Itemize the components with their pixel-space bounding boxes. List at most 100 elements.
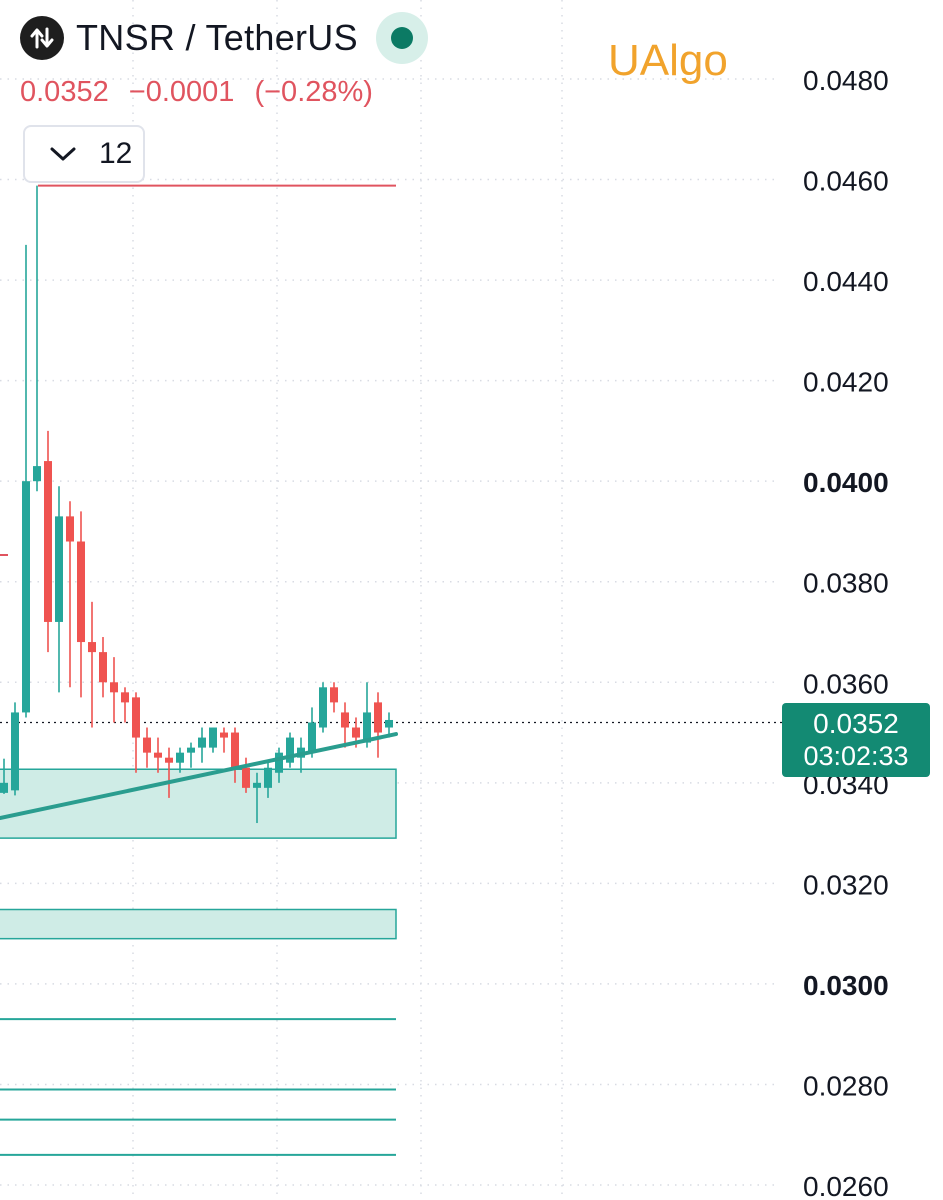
candle-up <box>187 742 195 768</box>
candle-body <box>110 682 118 693</box>
candlestick-series <box>0 185 398 824</box>
candle-body <box>88 642 96 653</box>
candle-body <box>253 782 261 788</box>
candle-up <box>0 758 8 794</box>
candle-down <box>110 657 118 723</box>
market-open-dot-icon[interactable] <box>375 12 428 64</box>
candle-body <box>209 727 217 748</box>
candle-down <box>44 430 52 653</box>
candle-down <box>77 511 85 698</box>
candle-up <box>363 682 371 748</box>
y-tick-label: 0.0480 <box>803 65 889 96</box>
candle-body <box>352 727 360 738</box>
interval-button[interactable]: 12 <box>23 125 145 183</box>
candle-up <box>11 702 19 796</box>
candle-body <box>275 752 283 773</box>
candle-down <box>66 501 74 688</box>
candle-down <box>330 682 338 713</box>
candle-down <box>231 727 239 783</box>
candle-body <box>374 702 382 733</box>
candle-down <box>165 747 173 798</box>
candle-body <box>55 516 63 622</box>
candle-up <box>209 727 217 753</box>
current-price-label: 0.0352 <box>813 708 899 739</box>
y-tick-label: 0.0320 <box>803 869 889 900</box>
candle-body <box>187 747 195 753</box>
chart-overlays <box>0 184 782 1156</box>
candle-body <box>264 767 272 788</box>
candle-down <box>242 757 250 793</box>
candle-body <box>44 461 52 622</box>
candle-countdown: 03:02:33 <box>803 741 909 771</box>
demand-zone <box>0 908 397 940</box>
candle-body <box>319 687 327 728</box>
chevron-down-icon <box>50 147 76 161</box>
candle-down <box>143 727 151 768</box>
y-tick-label: 0.0300 <box>803 970 889 1001</box>
candle-body <box>286 737 294 763</box>
candle-body <box>242 767 250 788</box>
y-tick-label: 0.0460 <box>803 166 889 197</box>
split-arrows-icon[interactable] <box>20 16 64 60</box>
interval-value: 12 <box>99 137 133 170</box>
y-tick-label: 0.0380 <box>803 568 889 599</box>
candle-body <box>220 732 228 738</box>
candle-body <box>198 737 206 748</box>
candle-body <box>308 722 316 753</box>
candle-down <box>154 737 162 773</box>
candle-up <box>22 244 30 718</box>
candle-down <box>121 687 129 723</box>
candle-down <box>341 702 349 748</box>
candle-down <box>220 727 228 753</box>
candle-body <box>154 752 162 758</box>
candle-up <box>55 486 63 693</box>
price-axis[interactable]: 0.0480 0.0460 0.0440 0.0420 0.0400 0.0380 0.03… <box>803 65 889 1200</box>
candle-body <box>363 712 371 743</box>
price-change-percent: (−0.28%) <box>254 76 373 108</box>
candle-up <box>308 707 316 758</box>
candle-body <box>231 732 239 768</box>
candle-body <box>99 652 107 683</box>
candle-down <box>88 601 96 728</box>
y-tick-label: 0.0280 <box>803 1070 889 1101</box>
candle-up <box>33 185 41 492</box>
candle-body <box>176 752 184 763</box>
candle-body <box>330 687 338 703</box>
candle-up <box>176 747 184 773</box>
last-price: 0.0352 <box>20 76 109 108</box>
candle-up <box>264 762 272 798</box>
candle-body <box>341 712 349 728</box>
candle-down <box>374 692 382 758</box>
candle-body <box>33 466 41 482</box>
ascending-trendline <box>0 732 398 821</box>
price-change-line: 0.0352 −0.0001 (−0.28%) <box>20 76 385 109</box>
candle-body <box>66 516 74 542</box>
candle-body <box>165 757 173 763</box>
candle-up <box>286 732 294 768</box>
candle-body <box>22 481 30 713</box>
watermark-logo: UAlgo <box>608 36 728 85</box>
candle-body <box>132 697 140 738</box>
candle-down <box>99 637 107 698</box>
y-tick-label: 0.0400 <box>803 467 889 498</box>
candle-up <box>385 712 393 738</box>
chart-header: TNSR / TetherUS <box>20 12 428 64</box>
candle-down <box>132 692 140 773</box>
symbol-title[interactable]: TNSR / TetherUS <box>76 17 358 58</box>
y-tick-label: 0.0260 <box>803 1171 889 1200</box>
candle-body <box>121 692 129 703</box>
candle-body <box>143 737 151 753</box>
price-change: −0.0001 <box>128 76 235 108</box>
candle-body <box>0 782 8 793</box>
current-price-badge: 0.0352 03:02:33 <box>782 703 930 777</box>
candle-up <box>198 727 206 763</box>
candle-up <box>253 772 261 824</box>
candle-body <box>77 541 85 643</box>
y-tick-label: 0.0360 <box>803 668 889 699</box>
candle-up <box>275 747 283 783</box>
y-tick-label: 0.0420 <box>803 367 889 398</box>
candle-up <box>319 682 327 733</box>
candle-body <box>11 712 19 791</box>
candle-body <box>385 719 393 728</box>
